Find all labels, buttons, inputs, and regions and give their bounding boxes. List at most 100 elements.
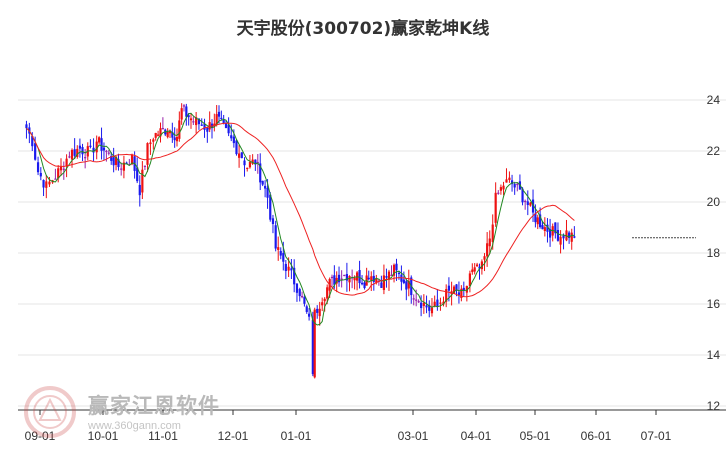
candle-body: [293, 267, 296, 285]
candle-body: [146, 143, 149, 165]
candle-body: [149, 142, 152, 145]
candle-body: [36, 162, 40, 173]
y-tick-label: 12: [707, 399, 721, 413]
candle-body: [534, 213, 537, 223]
candle-body: [157, 134, 160, 136]
candle-body: [256, 161, 259, 164]
candle-body: [460, 288, 463, 298]
candle-body: [159, 128, 162, 137]
candle-body: [556, 229, 560, 241]
candle-body: [305, 306, 308, 312]
candle-body: [502, 185, 505, 190]
candle-body: [31, 136, 34, 147]
candle-body: [367, 277, 370, 280]
candle-body: [120, 168, 123, 170]
candle-body: [240, 152, 243, 159]
candle-body: [425, 305, 428, 308]
candles: [25, 103, 576, 379]
candle-body: [110, 155, 113, 161]
candle-body: [311, 319, 314, 375]
candle-body: [298, 289, 301, 297]
candle-body: [380, 282, 383, 288]
candle-body: [452, 286, 456, 294]
candle-body: [274, 225, 277, 249]
candle-body: [565, 230, 568, 241]
candle-body: [422, 302, 425, 306]
ma-long-line: [26, 122, 575, 298]
candle-body: [175, 136, 179, 142]
candle-body: [390, 274, 393, 276]
y-tick-label: 14: [707, 348, 721, 362]
candle-body: [447, 285, 451, 291]
candle-body: [54, 178, 57, 180]
candle-body: [195, 117, 198, 126]
candle-body: [248, 161, 252, 168]
candle-body: [95, 141, 98, 153]
candle-body: [136, 167, 139, 182]
candle-body: [232, 136, 235, 144]
candle-body: [407, 280, 410, 289]
candle-body: [318, 308, 321, 317]
candle-body: [526, 201, 529, 206]
candle-body: [465, 286, 468, 293]
candle-body: [554, 222, 557, 234]
candle-body: [543, 227, 546, 231]
candle-body: [254, 159, 257, 165]
candle-body: [307, 313, 311, 317]
candle-body: [284, 263, 287, 272]
candle-body: [34, 143, 37, 160]
candle-body: [326, 287, 329, 299]
candle-body: [192, 121, 195, 123]
candle-body: [321, 302, 324, 306]
candle-body: [295, 283, 299, 293]
candle-body: [92, 147, 95, 153]
candle-body: [200, 124, 203, 126]
candle-body: [89, 145, 92, 147]
candle-body: [445, 289, 448, 302]
candle-body: [264, 185, 267, 189]
candle-body: [279, 250, 282, 256]
candle-body: [433, 301, 436, 307]
x-tick-label: 12-01: [218, 429, 249, 443]
candle-body: [415, 299, 418, 301]
candle-body: [112, 157, 115, 166]
candle-body: [499, 187, 503, 191]
candle-body: [491, 224, 494, 242]
candle-body: [333, 275, 336, 285]
candle-body: [42, 180, 45, 188]
candle-body: [439, 302, 442, 304]
candle-body: [203, 123, 206, 130]
candle-body: [178, 120, 181, 139]
candle-body: [412, 298, 415, 300]
candle-body: [476, 264, 479, 267]
candle-body: [48, 181, 51, 185]
candle-body: [402, 279, 405, 284]
candle-body: [57, 168, 60, 179]
candle-body: [420, 302, 423, 309]
candle-body: [363, 282, 366, 289]
candle-body: [562, 235, 565, 239]
candle-body: [98, 137, 101, 143]
candle-body: [337, 274, 341, 283]
candle-body: [230, 135, 233, 139]
candle-body: [141, 169, 144, 193]
candle-body: [227, 124, 230, 134]
candle-body: [385, 276, 388, 278]
candle-body: [62, 168, 65, 170]
x-tick-label: 10-01: [88, 429, 119, 443]
candle-body: [166, 131, 169, 138]
candle-body: [180, 108, 183, 120]
candle-body: [494, 192, 497, 223]
candle-body: [353, 277, 356, 281]
candle-body: [189, 118, 193, 121]
candle-body: [529, 202, 532, 206]
candle-body: [546, 224, 549, 232]
candle-body: [277, 247, 280, 250]
candle-body: [25, 124, 28, 129]
candle-body: [235, 140, 238, 155]
candle-body: [345, 274, 348, 281]
candle-body: [455, 284, 458, 291]
candle-body: [524, 200, 527, 203]
candle-body: [81, 147, 84, 155]
candle-body: [348, 275, 351, 283]
